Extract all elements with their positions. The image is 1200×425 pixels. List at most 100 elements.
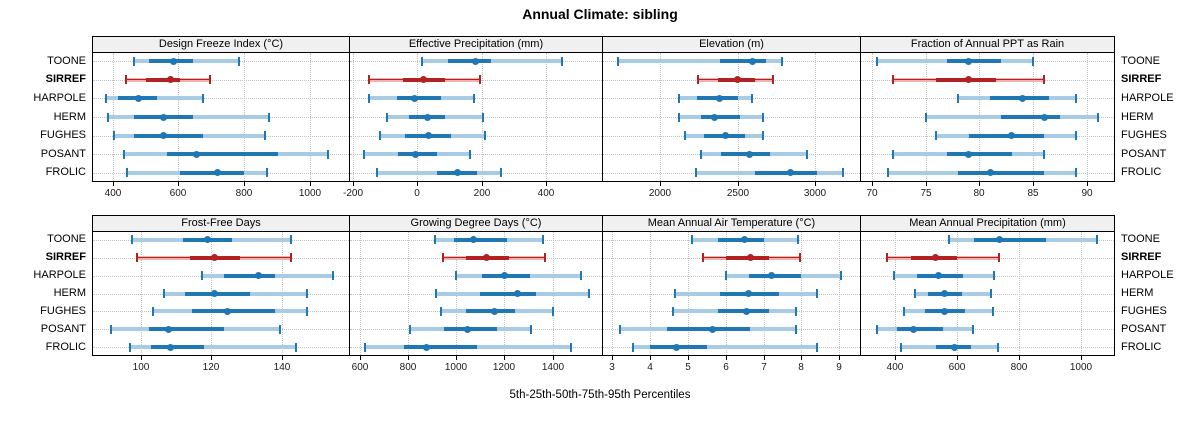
iqr-segment-25-75 — [754, 170, 817, 175]
row-label-right: FROLIC — [1121, 340, 1162, 353]
whisker-cap — [483, 131, 486, 141]
row-label-left: FROLIC — [45, 340, 86, 353]
iqr-segment-25-75 — [719, 59, 767, 64]
x-tick-label: 800 — [1010, 362, 1028, 373]
whisker-cap — [1096, 112, 1099, 122]
row-label-left: SIRREF — [45, 251, 86, 264]
whisker-cap — [697, 75, 700, 85]
row-label-left: FROLIC — [45, 166, 86, 179]
row-label-right: HARPOLE — [1121, 91, 1174, 104]
median-dot — [941, 307, 949, 315]
whisker-cap — [1043, 149, 1046, 159]
whisker-cap — [305, 289, 308, 298]
iqr-segment-25-75 — [179, 170, 244, 175]
whisker-cap — [1075, 168, 1078, 178]
iqr-segment-25-75 — [700, 115, 740, 119]
axis-tick — [141, 356, 142, 360]
whisker-cap — [560, 56, 563, 66]
whisker-cap — [332, 271, 335, 281]
median-dot — [412, 150, 420, 158]
median-dot — [135, 94, 143, 102]
axis-tick — [1081, 356, 1082, 360]
row-label-right: SIRREF — [1121, 251, 1162, 264]
panel-strip-frost-free-days: Frost-Free Days — [92, 215, 350, 232]
whisker-cap — [750, 93, 753, 103]
iqr-segment-25-75 — [145, 77, 180, 82]
panel-strip-effective-precipitation-mm: Effective Precipitation (mm) — [349, 36, 603, 53]
whisker-cap — [794, 324, 797, 334]
whisker-cap — [113, 131, 116, 141]
whisker-cap — [435, 289, 437, 298]
whisker-cap — [433, 235, 436, 245]
median-dot — [514, 290, 522, 297]
axis-tick — [895, 356, 896, 360]
x-tick-label: 7 — [761, 362, 767, 373]
whisker-cap — [840, 271, 843, 281]
whisker-cap — [998, 253, 1001, 263]
row-label-right: POSANT — [1121, 147, 1167, 160]
whisker-cap — [699, 149, 702, 159]
median-dot — [941, 290, 949, 297]
whisker-cap — [152, 306, 155, 316]
axis-tick — [726, 356, 727, 360]
whisker-cap — [385, 112, 388, 122]
median-dot — [910, 325, 918, 333]
median-dot — [167, 343, 175, 351]
grid-line-vertical — [650, 232, 651, 355]
x-tick-label: 100 — [132, 362, 150, 373]
whisker-cap — [376, 168, 379, 178]
x-tick-label: 400 — [886, 362, 904, 373]
panel-strip-mean-annual-precipitation-mm: Mean Annual Precipitation (mm) — [860, 215, 1115, 232]
median-dot — [786, 169, 794, 177]
iqr-segment-25-75 — [748, 273, 802, 278]
median-dot — [746, 254, 754, 262]
iqr-segment-25-75 — [149, 327, 224, 332]
percentile-band-5-95 — [422, 59, 562, 64]
axis-tick — [839, 356, 840, 360]
median-dot — [986, 169, 994, 177]
median-dot — [211, 254, 219, 262]
whisker-cap — [201, 93, 204, 103]
iqr-segment-25-75 — [480, 291, 536, 296]
median-dot — [932, 254, 939, 262]
axis-tick — [660, 182, 661, 186]
chart-title: Annual Climate: sibling — [522, 6, 678, 22]
whisker-cap — [479, 75, 481, 85]
iqr-segment-25-75 — [396, 96, 442, 101]
row-label-left: TOONE — [47, 233, 86, 246]
x-tick-label: 140 — [273, 362, 291, 373]
row-label-left: HERM — [53, 287, 86, 299]
median-dot — [745, 290, 752, 297]
median-dot — [223, 307, 231, 315]
percentile-caption: 5th-25th-50th-75th-95th Percentiles — [509, 389, 691, 401]
axis-tick — [113, 182, 114, 186]
axis-tick — [1019, 356, 1020, 360]
whisker-cap — [326, 149, 329, 159]
whisker-cap — [289, 235, 292, 245]
whisker-cap — [105, 93, 108, 103]
x-tick-label: 1000 — [444, 362, 468, 373]
median-dot — [741, 236, 749, 244]
axis-tick — [688, 356, 689, 360]
whisker-cap — [914, 289, 917, 298]
whisker-cap — [587, 289, 590, 298]
median-dot — [721, 132, 729, 140]
x-tick-label: 400 — [537, 188, 555, 199]
grid-line-vertical — [141, 232, 142, 355]
iqr-segment-25-75 — [466, 309, 516, 314]
whisker-cap — [363, 149, 366, 159]
iqr-segment-25-75 — [1000, 115, 1061, 119]
whisker-cap — [136, 253, 139, 263]
grid-line-horizontal — [350, 154, 602, 155]
x-tick-label: 200 — [473, 188, 491, 199]
median-dot — [169, 57, 177, 65]
whisker-cap — [1075, 93, 1078, 103]
whisker-cap — [1043, 75, 1046, 85]
whisker-cap — [619, 324, 621, 334]
median-dot — [211, 290, 219, 297]
whisker-cap — [133, 56, 136, 66]
grid-line-vertical — [1081, 232, 1082, 355]
whisker-cap — [421, 56, 424, 66]
whisker-cap — [798, 253, 801, 263]
grid-line-vertical — [1019, 232, 1020, 355]
